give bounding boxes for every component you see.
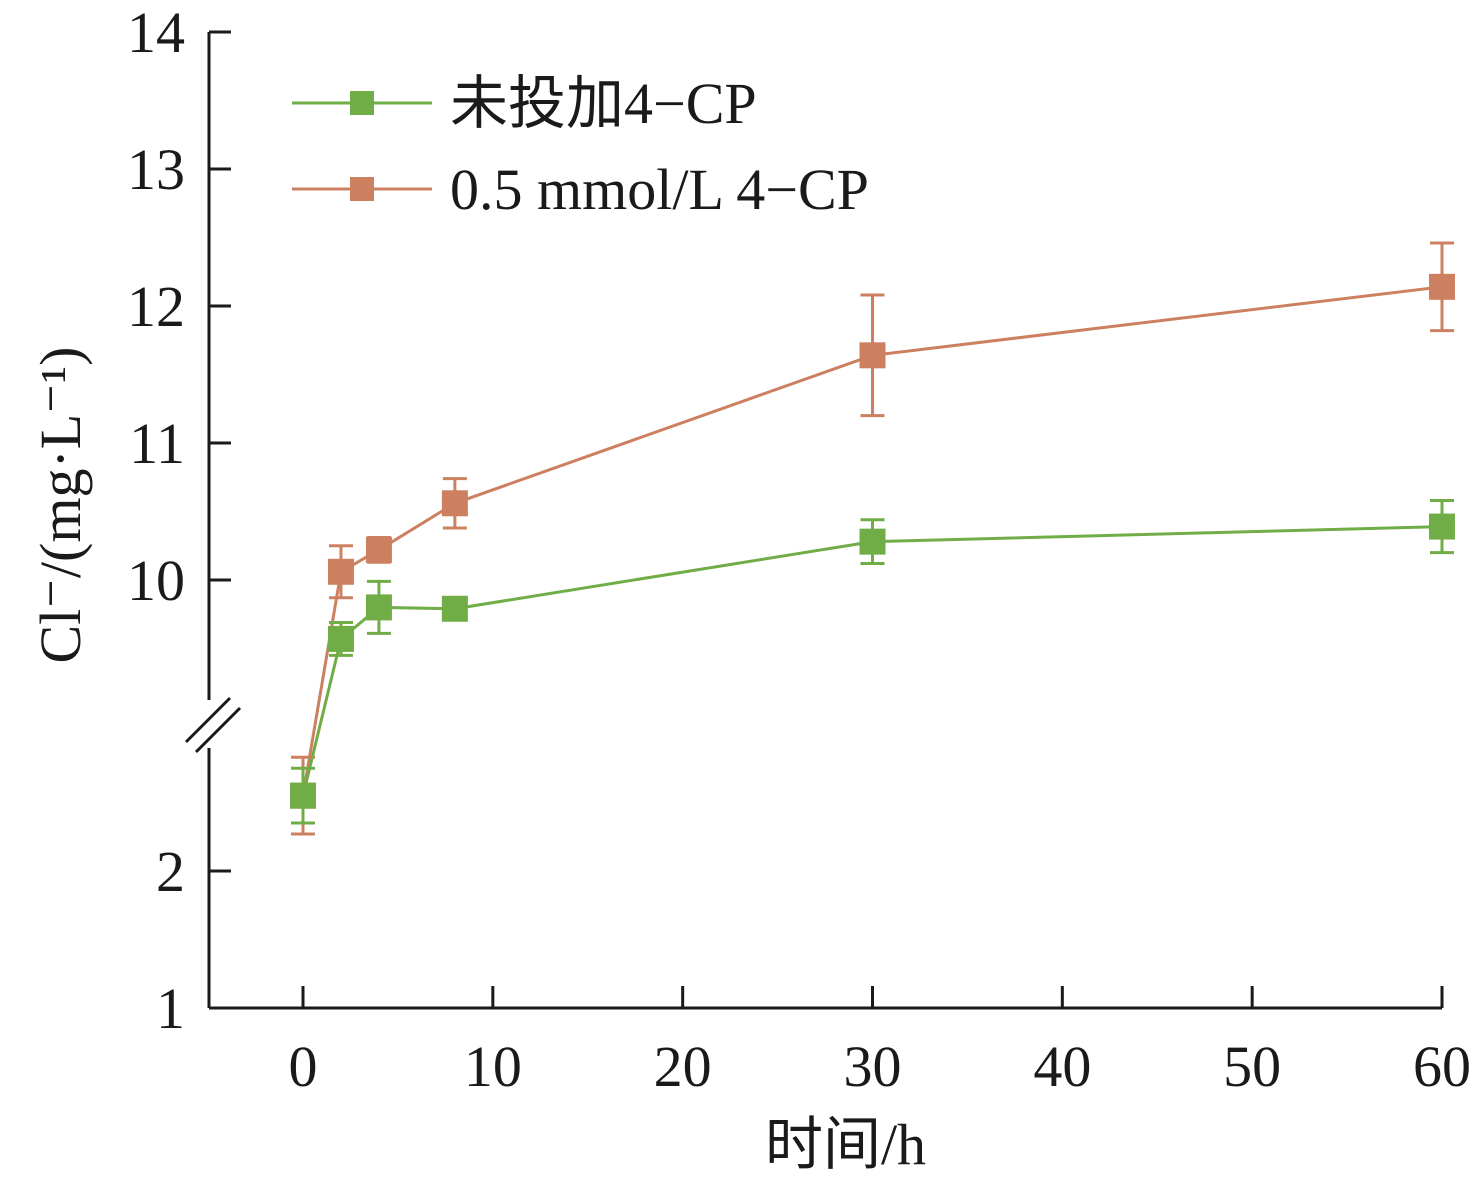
series-line [301,285,1443,796]
y-tick-label: 14 [127,0,185,65]
data-point [290,782,316,809]
data-point [1429,513,1455,540]
axis-break-mark [194,706,242,754]
data-point [327,625,354,652]
data-point [1429,273,1455,300]
y-tick-label: 1 [156,976,185,1041]
x-tick-label: 10 [464,1034,522,1099]
data-point [365,536,392,563]
legend: 未投加4−CP 0.5 mmol/L 4−CP [292,71,869,222]
y-tick-label: 11 [129,411,185,476]
data-point [859,342,886,369]
x-tick-label: 50 [1223,1034,1281,1099]
data-point [859,528,886,555]
y-tick-label: 10 [127,548,185,613]
legend-label: 未投加4−CP [450,71,757,136]
axis-break-mark [184,696,232,744]
axes [184,32,1442,1010]
legend-label: 0.5 mmol/L 4−CP [450,157,869,222]
y-axis-title: Cl⁻/(mg·L⁻¹) [28,346,93,663]
x-tick-label: 20 [654,1034,712,1099]
data-point [327,558,354,585]
x-tick-label: 0 [289,1034,318,1099]
x-tick-label: 40 [1033,1034,1091,1099]
legend-swatch-marker [350,91,374,115]
y-tick-label: 12 [127,274,185,339]
x-axis-title: 时间/h [765,1112,926,1177]
y-tick-label: 2 [156,839,185,904]
legend-swatch-marker [350,177,374,201]
y-tick-label: 13 [127,137,185,202]
x-tick-label: 60 [1413,1034,1471,1099]
series [290,241,1455,836]
data-point [365,594,392,621]
data-point [441,595,468,622]
x-tick-label: 30 [844,1034,902,1099]
series-line [301,525,1443,797]
data-point [441,490,468,517]
